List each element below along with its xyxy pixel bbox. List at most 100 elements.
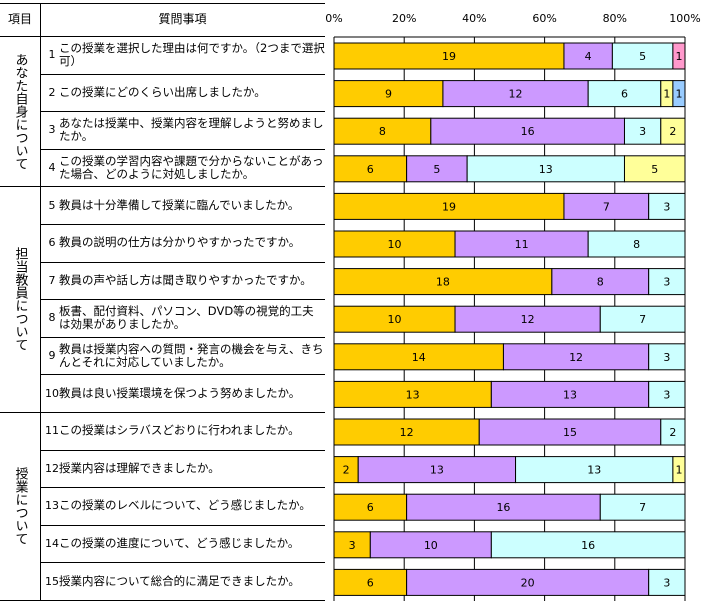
question-text: この授業にどのくらい出席しましたか。 bbox=[59, 84, 266, 99]
bar-segment bbox=[551, 268, 650, 296]
row-border bbox=[40, 525, 325, 526]
bar-segment bbox=[333, 117, 432, 145]
row-border bbox=[40, 299, 325, 300]
question-text: 授業内容について総合的に満足できましたか。 bbox=[59, 573, 300, 588]
bar-value-label: 20 bbox=[521, 576, 535, 589]
bar-value-label: 11 bbox=[515, 238, 529, 251]
bar-segment bbox=[430, 117, 625, 145]
bar-value-label: 5 bbox=[639, 50, 646, 63]
question-text: この授業のレベルについて、どう感じましたか。 bbox=[59, 498, 311, 513]
bar-segment bbox=[333, 155, 408, 183]
question-text: 教員は十分準備して授業に臨んでいましたか。 bbox=[59, 197, 300, 212]
bar-segment bbox=[333, 493, 408, 521]
question-number: 4 bbox=[48, 161, 56, 175]
bar-segment bbox=[490, 380, 650, 408]
bar-value-label: 3 bbox=[663, 388, 670, 401]
bar-value-label: 7 bbox=[603, 200, 610, 213]
bar-segment bbox=[648, 268, 686, 296]
row-border bbox=[40, 412, 325, 413]
bar-value-label: 16 bbox=[496, 501, 510, 514]
bar-value-label: 13 bbox=[563, 388, 577, 401]
x-tick-label: 80% bbox=[603, 12, 627, 25]
bar-segment bbox=[478, 418, 662, 446]
bar-segment bbox=[648, 343, 686, 371]
question-row: 12 授業内容は理解できましたか。 bbox=[45, 450, 325, 488]
bar-segment bbox=[333, 230, 456, 258]
bar-value-label: 8 bbox=[633, 238, 640, 251]
row-border bbox=[40, 562, 325, 563]
bar-segment bbox=[357, 456, 517, 484]
bar-segment bbox=[406, 568, 650, 596]
bar-value-label: 13 bbox=[430, 464, 444, 477]
question-row: 6 教員の説明の仕方は分かりやすかったですか。 bbox=[45, 224, 325, 262]
bar-value-label: 5 bbox=[651, 163, 658, 176]
question-text: 教員は良い授業環境を保つよう努めましたか。 bbox=[59, 385, 301, 400]
x-tick-label: 20% bbox=[392, 12, 416, 25]
bar-segment bbox=[502, 343, 650, 371]
bar-value-label: 6 bbox=[367, 501, 374, 514]
bar-value-label: 8 bbox=[379, 125, 386, 138]
bar-value-label: 2 bbox=[343, 464, 350, 477]
row-border bbox=[40, 74, 325, 75]
x-tick-label: 100% bbox=[669, 12, 700, 25]
bar-value-label: 13 bbox=[406, 388, 420, 401]
bar-value-label: 12 bbox=[521, 313, 535, 326]
question-row: 14 この授業の進度について、どう感じましたか。 bbox=[45, 525, 325, 563]
bar-segment bbox=[466, 155, 625, 183]
bar-segment bbox=[333, 343, 504, 371]
bar-value-label: 7 bbox=[639, 313, 646, 326]
bar-value-label: 12 bbox=[509, 88, 523, 101]
bar-segment bbox=[587, 80, 662, 108]
bar-segment bbox=[490, 531, 686, 559]
question-row: 7 教員の声や話し方は聞き取りやすかったですか。 bbox=[45, 262, 325, 300]
bar-value-label: 9 bbox=[385, 88, 392, 101]
header-item: 項目 bbox=[7, 12, 32, 26]
bar-segment bbox=[648, 380, 686, 408]
bar-value-label: 1 bbox=[675, 88, 682, 101]
header-bottom-border bbox=[0, 36, 325, 37]
row-border bbox=[40, 487, 325, 488]
bar-segment bbox=[333, 305, 456, 333]
question-text: この授業はシラバスどおりに行われましたか。 bbox=[59, 423, 300, 438]
question-number: 13 bbox=[45, 499, 59, 513]
bar-segment bbox=[333, 268, 553, 296]
bar-segment bbox=[648, 192, 686, 220]
section-label-text: 担当教員について bbox=[12, 247, 28, 352]
bar-segment bbox=[333, 531, 371, 559]
bar-segment bbox=[454, 230, 589, 258]
question-row: 11 この授業はシラバスどおりに行われましたか。 bbox=[45, 412, 325, 450]
question-text: 板書、配付資料、パソコン、DVD等の視覚的工夫は効果がありましたか。 bbox=[59, 303, 314, 331]
question-number: 9 bbox=[48, 349, 56, 363]
question-text: この授業の進度について、どう感じましたか。 bbox=[59, 536, 300, 551]
bar-segment bbox=[333, 42, 565, 70]
bar-segment bbox=[672, 80, 686, 108]
row-border bbox=[40, 224, 325, 225]
question-number: 15 bbox=[45, 574, 59, 588]
bar-value-label: 10 bbox=[424, 539, 438, 552]
bar-value-label: 16 bbox=[581, 539, 595, 552]
bar-value-label: 1 bbox=[663, 88, 670, 101]
row-border bbox=[40, 600, 325, 601]
bar-value-label: 2 bbox=[669, 426, 676, 439]
bar-segment bbox=[599, 493, 686, 521]
bar-value-label: 14 bbox=[412, 351, 426, 364]
question-row: 10 教員は良い授業環境を保つよう努めましたか。 bbox=[45, 374, 325, 412]
bar-value-label: 13 bbox=[539, 163, 553, 176]
question-row: 1 この授業を選択した理由は何ですか。（2つまで選択可） bbox=[45, 36, 325, 74]
bar-segment bbox=[672, 42, 686, 70]
question-number: 11 bbox=[45, 424, 59, 438]
bar-value-label: 16 bbox=[521, 125, 535, 138]
bar-segment bbox=[333, 418, 480, 446]
bar-segment bbox=[369, 531, 492, 559]
bar-value-label: 15 bbox=[563, 426, 577, 439]
bar-segment bbox=[672, 456, 686, 484]
bar-segment bbox=[333, 192, 565, 220]
bar-segment bbox=[333, 456, 359, 484]
x-tick-label: 40% bbox=[462, 12, 486, 25]
bar-value-label: 10 bbox=[388, 238, 402, 251]
question-text: 授業内容は理解できましたか。 bbox=[59, 460, 220, 475]
bar-segment bbox=[333, 80, 444, 108]
question-number: 10 bbox=[45, 386, 59, 400]
question-row: 15 授業内容について総合的に満足できましたか。 bbox=[45, 562, 325, 600]
